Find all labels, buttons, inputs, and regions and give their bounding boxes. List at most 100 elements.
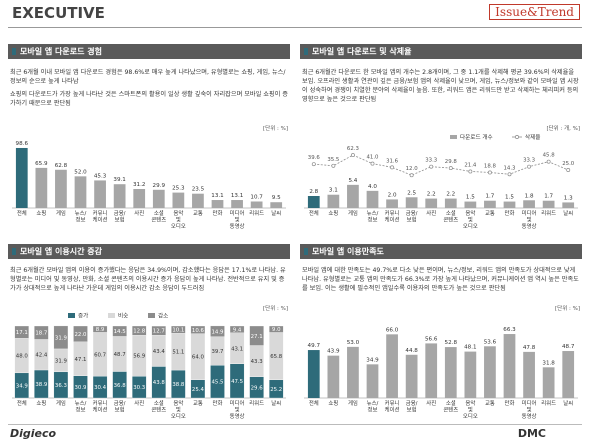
x-tick-label: 금융/보험: [406, 400, 418, 414]
x-tick-label-line: 전체: [309, 209, 319, 217]
x-tick-label-line: 및: [527, 407, 532, 414]
x-tick-label: 날씨: [563, 209, 573, 217]
x-tick-label: 뉴스/정보: [367, 400, 379, 414]
legend-swatch: [108, 313, 115, 318]
bar: [366, 364, 379, 398]
x-tick-label-line: 리워드: [541, 209, 556, 217]
x-tick-label: 날씨: [271, 399, 281, 407]
x-tick-label-line: 케이션: [385, 406, 400, 414]
bar: [562, 202, 575, 208]
panel-title: 모바일 앱 다운로드 경험: [8, 44, 290, 59]
x-tick-label-line: 만화: [213, 399, 223, 407]
point: [546, 159, 551, 164]
x-tick-label-line: 정보: [76, 407, 86, 414]
x-tick-label-line: 미디어: [230, 399, 245, 407]
bar-segment: [132, 325, 147, 336]
x-tick-label-line: 및: [235, 217, 240, 224]
x-tick-label-line: 정보: [368, 217, 378, 224]
data-label: 31.9: [55, 358, 68, 364]
data-label: 39.6: [308, 155, 321, 161]
bar: [270, 202, 283, 208]
x-tick-label-line: 사진: [134, 209, 144, 217]
data-label: 25.3: [172, 186, 185, 192]
data-label: 45.3: [94, 173, 107, 179]
data-label: 36.3: [55, 383, 67, 389]
x-tick-label: 쇼핑: [328, 399, 338, 407]
data-label: 33.3: [425, 158, 437, 164]
data-label: 25.0: [562, 161, 575, 167]
paragraph: 모바일 앱에 대한 만족도는 49.7%로 다소 낮은 편이며, 뉴스/정보, …: [302, 267, 579, 292]
data-label: 13.1: [211, 193, 224, 199]
data-label: 53.6: [484, 339, 497, 345]
x-tick-label-line: 보험: [407, 407, 417, 414]
x-tick-label-line: 사진: [426, 209, 436, 217]
x-tick-label-line: 보험: [407, 217, 417, 224]
bar: [15, 147, 28, 208]
data-label: 22.0: [74, 332, 87, 338]
x-tick-label: 교통: [193, 210, 203, 217]
data-label: 52.8: [445, 340, 458, 346]
data-label: 9.4: [233, 327, 242, 333]
bar: [152, 189, 165, 208]
x-tick-label-line: 소셜: [446, 399, 456, 407]
panel-title: 모바일 앱 이용만족도: [300, 244, 582, 259]
bar: [55, 169, 67, 208]
x-tick-label: 교통: [485, 400, 495, 407]
legend-swatch: [450, 135, 457, 139]
x-tick-label-line: 리워드: [249, 209, 264, 217]
x-tick-label-line: 정보: [368, 407, 378, 414]
bar: [464, 351, 477, 398]
x-tick-label: 뉴스/정보: [75, 210, 87, 224]
data-label: 53.0: [347, 340, 360, 346]
bar-segment: [171, 325, 186, 334]
point: [311, 162, 316, 167]
bar: [307, 350, 320, 398]
x-tick-label: 리워드: [249, 209, 264, 217]
point: [566, 168, 571, 172]
bar: [94, 180, 106, 208]
x-tick-label-line: 소셜: [154, 209, 164, 217]
x-tick-label: 전체: [309, 399, 319, 407]
x-tick-label-line: 날씨: [563, 209, 573, 217]
x-tick-label: 금융/보험: [114, 210, 126, 224]
x-tick-label-line: 정보: [76, 217, 86, 224]
footer-logo: Digieco: [10, 427, 57, 440]
x-tick-label: 커뮤니 케이션: [93, 399, 108, 414]
x-tick-label: 전체: [17, 209, 27, 217]
x-tick-label-line: 금융/: [114, 400, 126, 407]
data-label: 29.8: [445, 159, 458, 165]
x-tick-label-line: 만화: [505, 209, 515, 217]
bar: [503, 334, 516, 398]
x-tick-label: 교통: [485, 210, 495, 217]
x-tick-label: 금융/보험: [406, 210, 418, 224]
x-tick-label-line: 오디오: [171, 222, 186, 230]
point: [507, 172, 512, 177]
data-label: 3.1: [329, 188, 338, 194]
data-label: 38.8: [172, 382, 185, 388]
x-tick-label: 리워드: [541, 209, 556, 217]
x-tick-label-line: 및: [235, 407, 240, 414]
data-label: 31.6: [386, 158, 399, 164]
data-label: 65.8: [270, 354, 283, 360]
x-tick-label-line: 게임: [348, 209, 358, 217]
data-label: 1.7: [544, 194, 553, 200]
data-label: 31.8: [542, 360, 555, 366]
data-label: 1.5: [466, 195, 475, 201]
unit: [단위 : %]: [555, 306, 580, 312]
x-tick-label: 뉴스/정보: [367, 210, 379, 224]
x-tick-label: 사진: [426, 209, 436, 217]
x-tick-label-line: 소셜: [446, 209, 456, 217]
point: [429, 164, 434, 169]
bar: [347, 346, 359, 398]
data-label: 48.7: [114, 352, 126, 358]
data-label: 60.7: [94, 352, 106, 358]
x-tick-label: 쇼핑: [36, 399, 46, 407]
bar: [464, 201, 477, 208]
x-tick-label: 소셜 콘텐츠: [443, 209, 458, 224]
chart: 전체 쇼핑 게임 뉴스/정보 커뮤니 케이션 금융/보험 사진 소셜 콘텐츠 음악 및 오디오 교통 만화 미…: [12, 312, 286, 420]
x-tick-label-line: 보험: [115, 217, 125, 224]
x-tick-label: 사진: [426, 399, 436, 407]
bar: [444, 347, 457, 398]
bar: [484, 200, 496, 208]
data-label: 33.3: [523, 158, 535, 164]
